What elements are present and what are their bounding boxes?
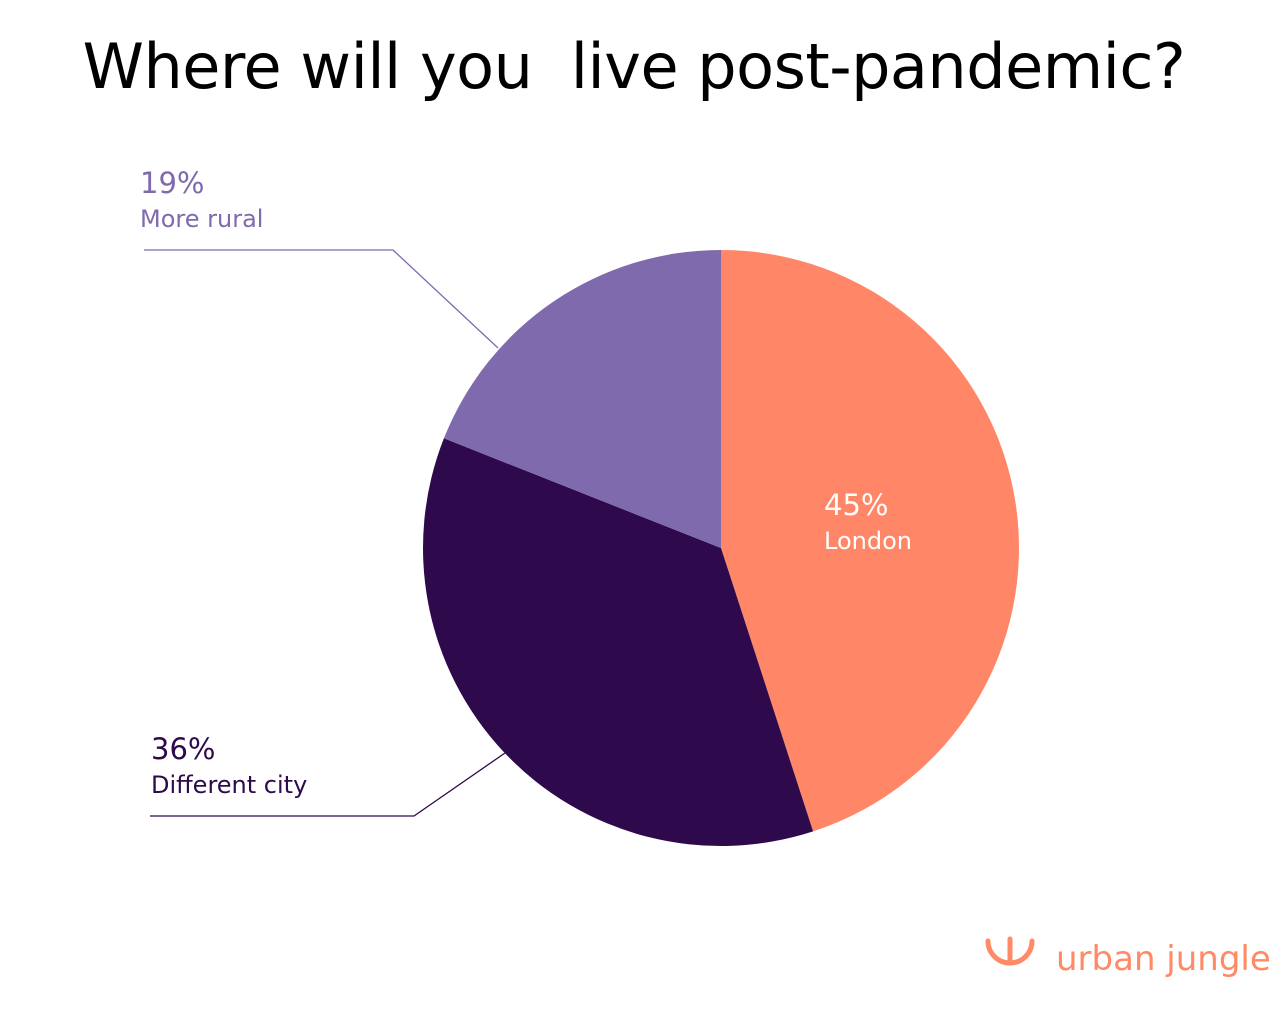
leader-line-different-city: [150, 752, 506, 817]
smile-arc-icon: [985, 936, 1035, 966]
pie-slices: [423, 250, 1019, 846]
pie-slice-more-rural: [443, 250, 721, 548]
slice-label-more-rural-value: 19%: [140, 166, 204, 200]
slice-label-different-city-name: Different city: [151, 771, 307, 799]
slice-label-different-city-value: 36%: [151, 732, 215, 766]
brand-name: urban jungle: [1056, 939, 1271, 979]
chart-title: Where will you live post-pandemic?: [82, 30, 1186, 103]
slice-label-london-name: London: [824, 527, 912, 555]
leader-line-more-rural: [144, 249, 499, 349]
pie-slice-different-city: [423, 438, 814, 846]
brand-logo: urban jungle: [978, 933, 1271, 989]
pie-slice-london: [721, 250, 1019, 832]
slice-label-london-value: 45%: [824, 488, 888, 522]
slice-label-more-rural-name: More rural: [140, 205, 263, 233]
